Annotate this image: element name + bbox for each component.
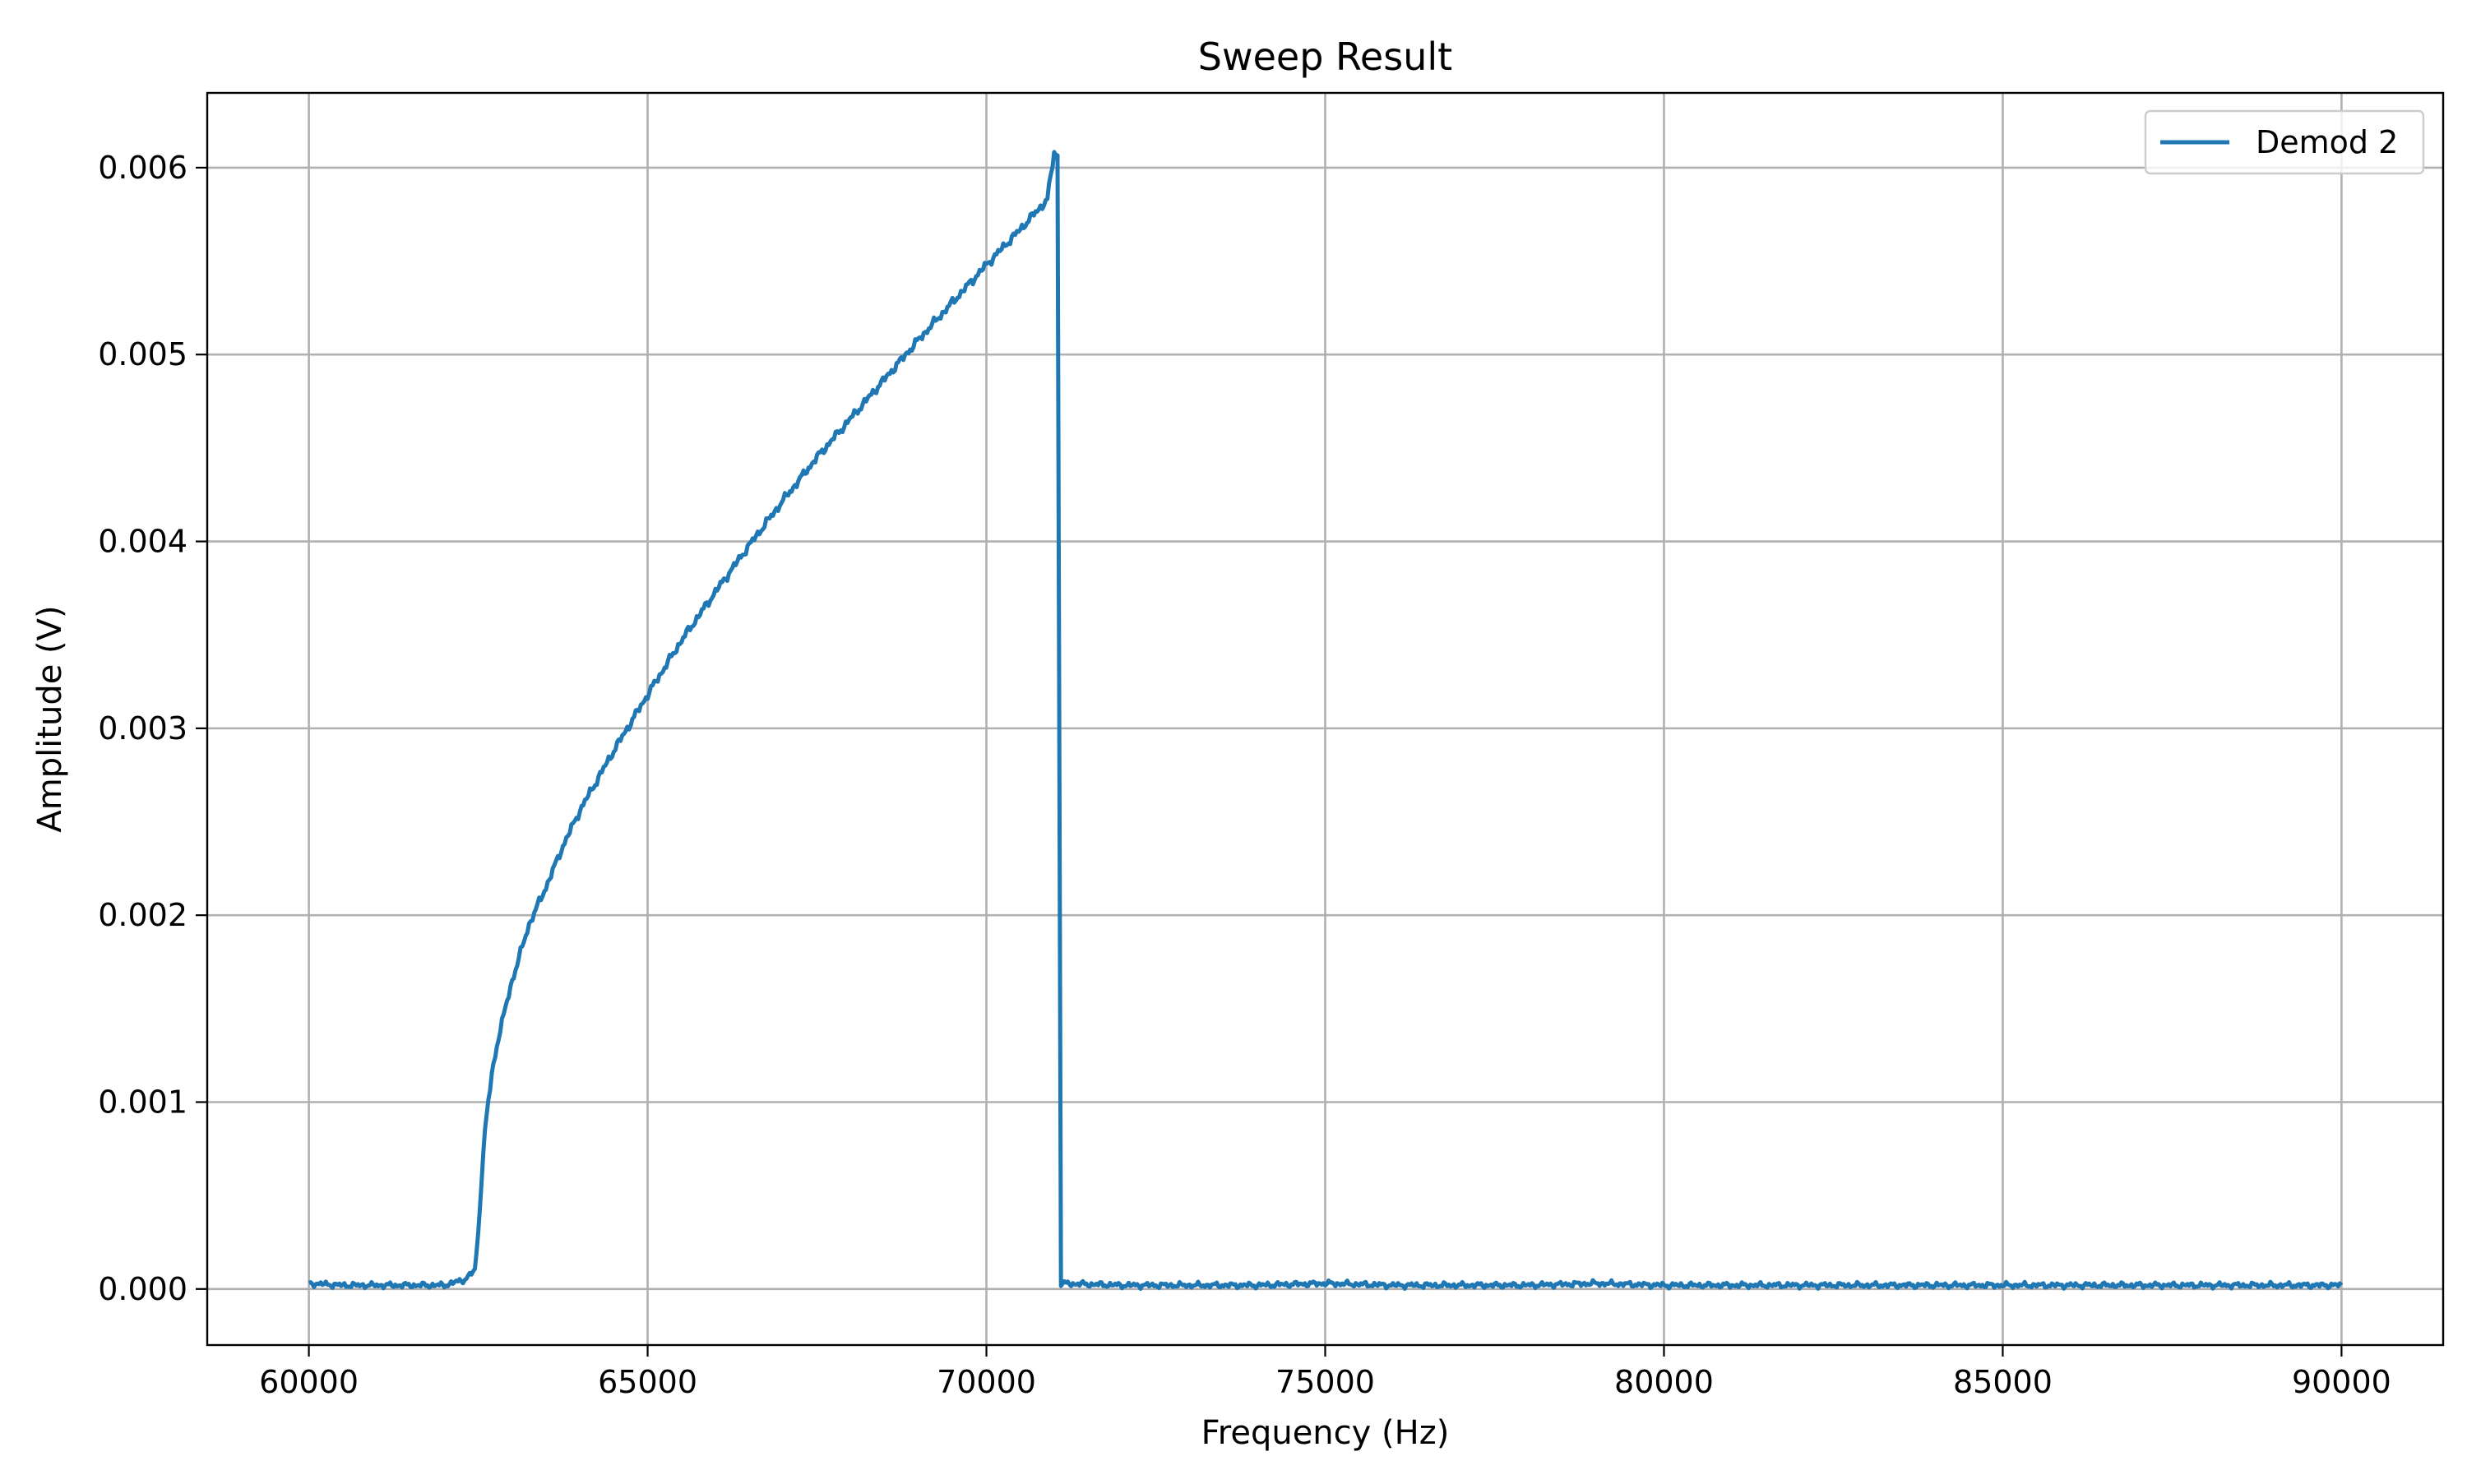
ticks: 60000 65000 70000 75000 80000 85000 90000 0.000… xyxy=(98,150,2391,1400)
y-tick-label: 0.001 xyxy=(98,1084,187,1120)
x-tick-label: 70000 xyxy=(937,1364,1036,1400)
legend: Demod 2 xyxy=(2144,109,2425,175)
y-tick-label: 0.004 xyxy=(98,524,187,560)
y-tick-label: 0.005 xyxy=(98,336,187,372)
y-tick-label: 0.000 xyxy=(98,1271,187,1307)
series-layer xyxy=(308,150,2344,1291)
y-tick-label: 0.006 xyxy=(98,150,187,186)
x-tick-label: 75000 xyxy=(1275,1364,1375,1400)
x-tick-label: 85000 xyxy=(1953,1364,2053,1400)
x-tick-label: 80000 xyxy=(1614,1364,1714,1400)
y-tick-label: 0.002 xyxy=(98,897,187,933)
legend-entry-demod-2: Demod 2 xyxy=(2256,124,2398,160)
y-axis-label: Amplitude (V) xyxy=(31,605,69,832)
legend-box xyxy=(2144,109,2425,175)
y-tick-label: 0.003 xyxy=(98,710,187,747)
x-axis-label: Frequency (Hz) xyxy=(1201,1414,1450,1452)
chart-title: Sweep Result xyxy=(1198,35,1452,79)
x-tick-label: 60000 xyxy=(259,1364,359,1400)
x-tick-label: 65000 xyxy=(598,1364,697,1400)
grid xyxy=(207,93,2443,1345)
series-line-demod-2 xyxy=(308,150,2344,1291)
x-tick-label: 90000 xyxy=(2292,1364,2391,1400)
